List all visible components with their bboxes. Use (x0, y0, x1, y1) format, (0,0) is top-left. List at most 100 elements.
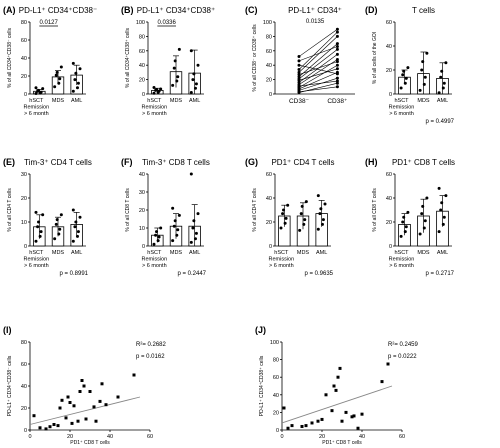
chart-title: Tim-3⁺ CD8 T cells (142, 158, 210, 167)
chart-title: PD1⁺ CD4 T cells (271, 158, 334, 167)
x-tick-label: AML (71, 250, 82, 256)
scatter-point (104, 403, 108, 407)
data-point (171, 83, 175, 87)
scatter-point (48, 425, 52, 429)
regression-line (29, 396, 141, 425)
x-tick-label: AML (437, 98, 448, 104)
x-tick-label: hSCT Remission > 6 month (389, 250, 415, 269)
chart-title: Tim-3⁺ CD4 T cells (24, 158, 92, 167)
y-tick-label: 60 (266, 172, 272, 178)
p-value: p = 0.9635 (304, 271, 333, 277)
x-tick-label-line: hSCT (147, 250, 162, 256)
scatter-point (76, 419, 80, 423)
data-point (75, 86, 79, 90)
scatter-point (72, 404, 76, 408)
x-tick-label-line: hSCT (394, 250, 409, 256)
data-point (78, 215, 82, 219)
data-point (335, 60, 339, 64)
data-point (335, 34, 339, 38)
y-tick-label: 20 (273, 410, 279, 416)
scatter-point (332, 384, 336, 388)
data-point (401, 220, 405, 224)
panel-letter: (E) (3, 157, 15, 167)
data-point (284, 216, 288, 220)
scatter-point (380, 380, 384, 384)
data-point (57, 81, 61, 85)
panel-j: (J) 0 20 40 60 80 100 PD-L1⁺ CD34⁺CD38⁺ cells 0 2… (255, 325, 419, 446)
scatter-point (320, 417, 324, 421)
data-point (302, 222, 306, 226)
data-point (152, 242, 156, 246)
paired-line (298, 31, 338, 70)
data-point (159, 87, 163, 91)
y-tick-label: 40 (21, 384, 27, 390)
x-tick-label: hSCT Remission > 6 month (268, 250, 294, 269)
scatter-point (334, 388, 338, 392)
data-point (406, 66, 410, 70)
data-point (440, 201, 444, 205)
data-point (422, 226, 426, 230)
paired-line (298, 36, 338, 73)
panel-g: (G) PD1⁺ CD4 T cells 0 20 40 60 % of all CD4 T… (245, 157, 335, 277)
chart-title: PD-L1⁺ CD34⁺CD38⁺ (137, 6, 215, 15)
y-tick-label: 0 (269, 244, 272, 250)
data-point (403, 230, 407, 234)
data-point (173, 59, 177, 63)
y-tick-label: 20 (266, 78, 272, 84)
x-tick-label: AML (437, 250, 448, 256)
data-point (440, 69, 444, 73)
y-tick-label: 20 (21, 74, 27, 80)
x-tick-label-line: hSCT (29, 250, 44, 256)
data-point (299, 212, 303, 216)
data-point (421, 60, 425, 64)
data-point (177, 47, 181, 51)
y-tick-label: 0 (142, 92, 145, 98)
data-point (54, 73, 58, 77)
data-point (420, 212, 424, 216)
data-point (173, 219, 177, 223)
panel-letter: (G) (245, 157, 258, 167)
data-point (34, 86, 38, 90)
panel-h: (H) PD1⁺ CD8 T cells 0 20 40 60 % of all CD8 T… (365, 157, 455, 277)
x-tick-label: 0 (280, 434, 283, 440)
scatter-point (56, 424, 60, 428)
scatter-point (82, 384, 86, 388)
y-tick-label: 60 (139, 49, 145, 55)
y-axis-label: % of all CD34⁺CD38⁺ cells (125, 27, 131, 88)
y-tick-label: 40 (139, 63, 145, 69)
data-point (39, 230, 43, 234)
x-tick-label: MDS (52, 250, 65, 256)
data-point (192, 219, 196, 223)
data-point (442, 215, 446, 219)
scatter-point (44, 427, 48, 431)
data-point (297, 77, 301, 81)
data-point (403, 81, 407, 85)
data-point (34, 239, 38, 243)
data-point (402, 215, 406, 219)
data-point (172, 224, 176, 228)
x-tick-label-line: Remission (23, 257, 49, 263)
data-point (323, 202, 327, 206)
data-point (335, 81, 339, 85)
y-tick-label: 0 (142, 244, 145, 250)
y-tick-label: 60 (386, 172, 392, 178)
x-tick-label: MDS (52, 98, 65, 104)
y-tick-label: 0 (389, 244, 392, 250)
scatter-point (116, 395, 120, 399)
data-point (76, 230, 80, 234)
x-axis-label: PD1⁺ CD8 T cells (70, 440, 110, 446)
y-tick-label: 100 (270, 340, 279, 346)
data-point (402, 69, 406, 73)
data-point (196, 212, 200, 216)
data-point (319, 207, 323, 211)
data-point (335, 76, 339, 80)
data-point (318, 212, 322, 216)
scatter-point (324, 393, 328, 397)
data-point (172, 66, 176, 70)
x-tick-label: CD38⁺ (327, 98, 348, 105)
y-tick-label: 20 (266, 220, 272, 226)
data-point (418, 88, 422, 92)
data-point (297, 83, 301, 87)
y-tick-label: 80 (273, 358, 279, 364)
data-point (279, 226, 283, 230)
